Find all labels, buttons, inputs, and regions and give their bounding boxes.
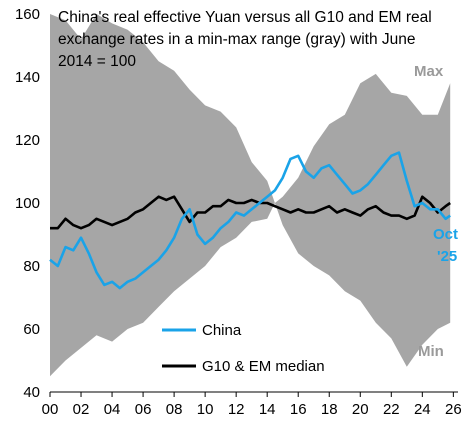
legend-label-median: G10 & EM median: [202, 358, 325, 375]
y-tick-label: 140: [15, 69, 40, 86]
range-band: [50, 14, 451, 377]
title-line-3: 2014 = 100: [58, 53, 136, 70]
y-tick-label: 80: [23, 258, 40, 275]
band-min-label: Min: [418, 343, 444, 360]
y-tick-labels: 40 60 80 100 120 140 160: [15, 6, 40, 401]
title-line-1: China's real effective Yuan versus all G…: [58, 9, 432, 26]
series-layer: [49, 151, 451, 290]
end-label-month: Oct: [433, 226, 458, 243]
y-tick-label: 60: [23, 321, 40, 338]
legend: China G10 & EM median: [162, 322, 325, 375]
end-label-year: '25: [437, 248, 457, 265]
title-line-2: exchange rates in a min-max range (gray)…: [58, 31, 416, 48]
x-tick-label: 22: [383, 401, 400, 418]
series-line-median: [50, 195, 451, 230]
y-tick-label: 100: [15, 195, 40, 212]
x-tick-label: 06: [135, 401, 152, 418]
x-tick-label: 18: [321, 401, 338, 418]
chart-title: China's real effective Yuan versus all G…: [58, 9, 432, 70]
range-band-layer: [50, 14, 451, 377]
y-tick-label: 40: [23, 384, 40, 401]
series-line-china: [49, 151, 451, 290]
x-tick-label: 12: [228, 401, 245, 418]
x-tick-label: 26: [445, 401, 462, 418]
x-tick-label: 16: [290, 401, 307, 418]
x-tick-label: 10: [197, 401, 214, 418]
x-tick-label: 02: [73, 401, 90, 418]
band-max-label: Max: [414, 63, 444, 80]
x-tick-label: 00: [42, 401, 59, 418]
x-tick-label: 14: [259, 401, 276, 418]
x-tick-label: 24: [414, 401, 431, 418]
x-tick-labels: 00 02 04 06 08 10 12 14 16 18 20 22 24 26: [42, 392, 462, 418]
x-tick-label: 08: [166, 401, 183, 418]
x-tick-label: 20: [352, 401, 369, 418]
y-tick-label: 160: [15, 6, 40, 23]
y-tick-label: 120: [15, 132, 40, 149]
x-tick-label: 04: [104, 401, 121, 418]
legend-label-china: China: [202, 322, 242, 339]
